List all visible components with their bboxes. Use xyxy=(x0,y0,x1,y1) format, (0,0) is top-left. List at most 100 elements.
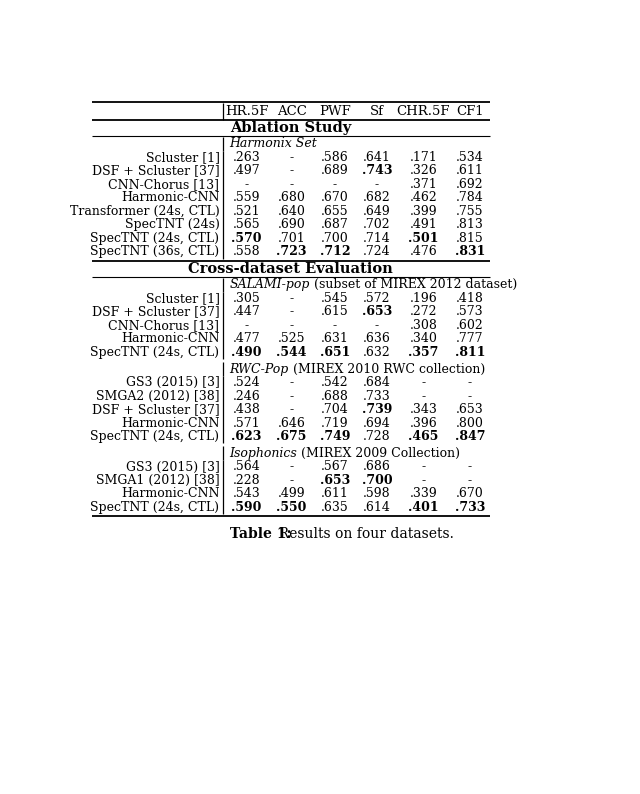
Text: .573: .573 xyxy=(456,306,484,318)
Text: .704: .704 xyxy=(321,403,349,416)
Text: GS3 (2015) [3]: GS3 (2015) [3] xyxy=(125,461,220,473)
Text: .196: .196 xyxy=(410,292,437,305)
Text: .680: .680 xyxy=(278,191,305,204)
Text: .631: .631 xyxy=(321,333,349,345)
Text: .497: .497 xyxy=(233,164,260,177)
Text: .246: .246 xyxy=(233,390,260,403)
Text: -: - xyxy=(289,403,294,416)
Text: .357: .357 xyxy=(408,345,438,359)
Text: .543: .543 xyxy=(233,488,260,500)
Text: .545: .545 xyxy=(321,292,349,305)
Text: .550: .550 xyxy=(276,501,307,514)
Text: .700: .700 xyxy=(321,232,349,245)
Text: .371: .371 xyxy=(410,178,437,191)
Text: Harmonic-CNN: Harmonic-CNN xyxy=(121,191,220,204)
Text: .670: .670 xyxy=(321,191,349,204)
Text: .682: .682 xyxy=(363,191,390,204)
Text: .847: .847 xyxy=(454,430,485,443)
Text: -: - xyxy=(289,390,294,403)
Text: .340: .340 xyxy=(410,333,437,345)
Text: .326: .326 xyxy=(410,164,437,177)
Text: Ablation Study: Ablation Study xyxy=(230,121,351,136)
Text: .567: .567 xyxy=(321,461,349,473)
Text: CHR.5F: CHR.5F xyxy=(397,105,450,118)
Text: (subset of MIREX 2012 dataset): (subset of MIREX 2012 dataset) xyxy=(310,278,517,291)
Text: .602: .602 xyxy=(456,319,484,332)
Text: .684: .684 xyxy=(363,376,391,389)
Text: .401: .401 xyxy=(408,501,438,514)
Text: .272: .272 xyxy=(410,306,437,318)
Text: -: - xyxy=(289,164,294,177)
Text: CF1: CF1 xyxy=(456,105,484,118)
Text: -: - xyxy=(421,376,426,389)
Text: .701: .701 xyxy=(278,232,305,245)
Text: .831: .831 xyxy=(454,245,485,258)
Text: .749: .749 xyxy=(320,430,350,443)
Text: SMGA2 (2012) [38]: SMGA2 (2012) [38] xyxy=(96,390,220,403)
Text: .396: .396 xyxy=(410,417,437,430)
Text: .524: .524 xyxy=(233,376,260,389)
Text: .813: .813 xyxy=(456,218,484,231)
Text: .636: .636 xyxy=(363,333,391,345)
Text: .670: .670 xyxy=(456,488,484,500)
Text: .570: .570 xyxy=(232,232,262,245)
Text: Table 1:: Table 1: xyxy=(230,527,291,542)
Text: .499: .499 xyxy=(278,488,305,500)
Text: .655: .655 xyxy=(321,205,349,218)
Text: .525: .525 xyxy=(278,333,305,345)
Text: .534: .534 xyxy=(456,151,484,164)
Text: .686: .686 xyxy=(363,461,391,473)
Text: .447: .447 xyxy=(233,306,260,318)
Text: -: - xyxy=(289,319,294,332)
Text: .544: .544 xyxy=(276,345,307,359)
Text: Harmonic-CNN: Harmonic-CNN xyxy=(121,333,220,345)
Text: .465: .465 xyxy=(408,430,438,443)
Text: HR.5F: HR.5F xyxy=(225,105,268,118)
Text: Harmonic-CNN: Harmonic-CNN xyxy=(121,488,220,500)
Text: .572: .572 xyxy=(363,292,390,305)
Text: .689: .689 xyxy=(321,164,349,177)
Text: -: - xyxy=(468,474,472,487)
Text: CNN-Chorus [13]: CNN-Chorus [13] xyxy=(109,319,220,332)
Text: .476: .476 xyxy=(410,245,437,258)
Text: .728: .728 xyxy=(363,430,390,443)
Text: -: - xyxy=(289,474,294,487)
Text: DSF + Scluster [37]: DSF + Scluster [37] xyxy=(92,306,220,318)
Text: .564: .564 xyxy=(233,461,260,473)
Text: .228: .228 xyxy=(233,474,260,487)
Text: SMGA1 (2012) [38]: SMGA1 (2012) [38] xyxy=(96,474,220,487)
Text: .653: .653 xyxy=(362,306,392,318)
Text: .343: .343 xyxy=(410,403,437,416)
Text: .714: .714 xyxy=(363,232,390,245)
Text: -: - xyxy=(289,376,294,389)
Text: .755: .755 xyxy=(456,205,484,218)
Text: .462: .462 xyxy=(410,191,437,204)
Text: .800: .800 xyxy=(456,417,484,430)
Text: -: - xyxy=(468,376,472,389)
Text: .308: .308 xyxy=(410,319,437,332)
Text: Harmonic-CNN: Harmonic-CNN xyxy=(121,417,220,430)
Text: SpecTNT (24s): SpecTNT (24s) xyxy=(125,218,220,231)
Text: .690: .690 xyxy=(278,218,305,231)
Text: -: - xyxy=(333,178,337,191)
Text: -: - xyxy=(468,390,472,403)
Text: .811: .811 xyxy=(454,345,485,359)
Text: .305: .305 xyxy=(233,292,260,305)
Text: .611: .611 xyxy=(321,488,349,500)
Text: .687: .687 xyxy=(321,218,349,231)
Text: Cross-dataset Evaluation: Cross-dataset Evaluation xyxy=(188,262,393,276)
Text: SpecTNT (24s, CTL): SpecTNT (24s, CTL) xyxy=(90,430,220,443)
Text: .542: .542 xyxy=(321,376,349,389)
Text: ACC: ACC xyxy=(276,105,307,118)
Text: .263: .263 xyxy=(233,151,260,164)
Text: -: - xyxy=(289,306,294,318)
Text: .692: .692 xyxy=(456,178,484,191)
Text: .521: .521 xyxy=(233,205,260,218)
Text: (MIREX 2009 Collection): (MIREX 2009 Collection) xyxy=(298,447,460,460)
Text: .558: .558 xyxy=(233,245,260,258)
Text: .632: .632 xyxy=(363,345,390,359)
Text: -: - xyxy=(244,178,249,191)
Text: .675: .675 xyxy=(276,430,307,443)
Text: -: - xyxy=(333,319,337,332)
Text: .611: .611 xyxy=(456,164,484,177)
